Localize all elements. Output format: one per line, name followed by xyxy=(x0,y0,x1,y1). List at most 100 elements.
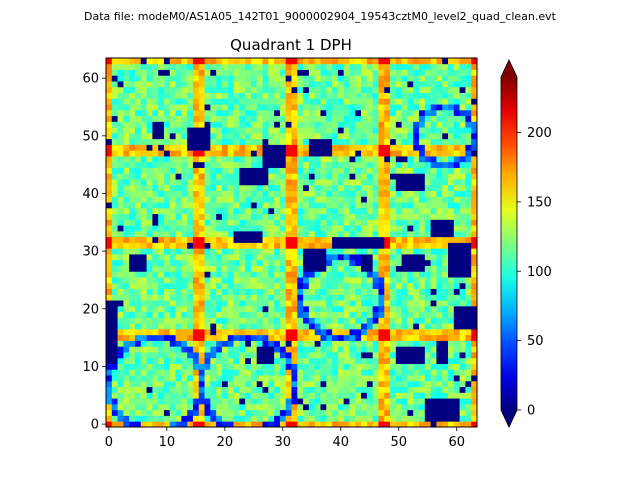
heatmap-cell xyxy=(384,317,391,324)
heatmap-cell xyxy=(471,254,478,261)
heatmap-cell xyxy=(187,282,194,290)
heatmap-cell xyxy=(152,421,159,428)
heatmap-cell xyxy=(268,328,275,336)
heatmap-cell xyxy=(424,184,432,192)
heatmap-cell xyxy=(297,409,304,416)
heatmap-cell xyxy=(459,230,466,238)
heatmap-cell xyxy=(366,340,374,347)
heatmap-cell xyxy=(297,323,304,330)
heatmap-cell xyxy=(291,236,298,243)
heatmap-cell xyxy=(192,69,200,76)
heatmap-cell xyxy=(106,190,113,197)
heatmap-cell xyxy=(355,132,362,140)
heatmap-cell xyxy=(146,213,153,220)
heatmap-cell xyxy=(181,86,188,93)
heatmap-cell xyxy=(291,150,298,157)
heatmap-cell xyxy=(216,386,223,393)
heatmap-cell xyxy=(308,121,316,128)
heatmap-cell xyxy=(459,138,466,145)
heatmap-cell xyxy=(291,386,298,393)
heatmap-cell xyxy=(349,202,356,209)
heatmap-cell xyxy=(384,98,391,105)
heatmap-cell xyxy=(372,92,379,99)
heatmap-cell xyxy=(390,75,397,82)
heatmap-cell xyxy=(111,132,118,140)
heatmap-cell xyxy=(163,213,171,220)
heatmap-cell xyxy=(140,138,147,145)
heatmap-cell xyxy=(390,311,397,318)
heatmap-cell xyxy=(198,277,205,284)
heatmap-cell xyxy=(430,98,437,105)
heatmap-cell xyxy=(274,271,281,278)
heatmap-cell xyxy=(401,121,408,128)
heatmap-cell xyxy=(459,167,466,174)
heatmap-cell xyxy=(210,92,217,99)
heatmap-cell xyxy=(366,346,374,353)
heatmap-cell xyxy=(401,190,408,197)
heatmap-cell xyxy=(158,63,165,70)
heatmap-cell xyxy=(140,115,147,122)
heatmap-cell xyxy=(413,173,420,180)
heatmap-cell xyxy=(343,254,350,261)
heatmap-cell xyxy=(111,121,118,128)
heatmap-cell xyxy=(390,363,397,370)
heatmap-cell xyxy=(152,248,159,255)
heatmap-cell xyxy=(424,305,432,313)
heatmap-cell xyxy=(424,81,432,88)
heatmap-cell xyxy=(227,363,234,370)
heatmap-cell xyxy=(146,207,153,215)
heatmap-cell xyxy=(187,415,194,422)
heatmap-cell xyxy=(332,179,339,186)
heatmap-cell xyxy=(134,248,142,255)
heatmap-cell xyxy=(395,305,403,313)
heatmap-cell xyxy=(175,92,182,99)
heatmap-cell xyxy=(390,294,397,301)
heatmap-cell xyxy=(216,334,223,341)
heatmap-cell xyxy=(175,58,182,65)
heatmap-cell xyxy=(355,161,362,168)
heatmap-cell xyxy=(216,363,223,370)
heatmap-cell xyxy=(372,138,379,145)
heatmap-cell xyxy=(343,98,350,105)
heatmap-cell xyxy=(245,161,252,168)
heatmap-cell xyxy=(262,92,269,99)
heatmap-cell xyxy=(424,288,432,295)
heatmap-cell xyxy=(366,92,374,99)
heatmap-cell xyxy=(453,63,461,70)
heatmap-cell xyxy=(332,311,339,318)
heatmap-cell xyxy=(268,340,275,347)
heatmap-cell xyxy=(366,248,374,255)
heatmap-cell xyxy=(245,340,252,347)
heatmap-cell xyxy=(361,98,368,105)
heatmap-cell xyxy=(413,156,420,163)
heatmap-cell xyxy=(459,421,466,428)
heatmap-cell xyxy=(442,340,449,347)
heatmap-cell xyxy=(198,127,205,134)
heatmap-cell xyxy=(459,265,466,272)
heatmap-cell xyxy=(245,323,252,330)
colorbar-tick-label: 0 xyxy=(527,404,535,419)
heatmap-cell xyxy=(308,254,316,261)
heatmap-cell xyxy=(140,363,147,370)
heatmap-cell xyxy=(413,219,420,226)
heatmap-cell xyxy=(204,334,211,341)
heatmap-cell xyxy=(256,403,263,411)
heatmap-cell xyxy=(134,403,142,411)
heatmap-cell xyxy=(343,386,350,393)
heatmap-cell xyxy=(169,328,176,336)
heatmap-cell xyxy=(366,300,374,307)
heatmap-cell xyxy=(192,369,200,376)
heatmap-cell xyxy=(158,202,165,209)
heatmap-cell xyxy=(436,69,443,76)
heatmap-cell xyxy=(245,184,252,192)
heatmap-cell xyxy=(158,363,165,370)
heatmap-cell xyxy=(355,334,362,341)
heatmap-cell xyxy=(326,202,333,209)
heatmap-cell xyxy=(366,415,374,422)
heatmap-cell xyxy=(332,392,339,399)
heatmap-cell xyxy=(465,92,472,99)
heatmap-cell xyxy=(297,115,304,122)
heatmap-cell xyxy=(117,271,124,278)
heatmap-cell xyxy=(152,81,159,88)
heatmap-cell xyxy=(279,421,287,428)
